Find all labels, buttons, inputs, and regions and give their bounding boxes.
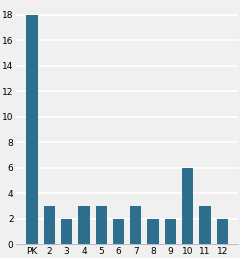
Bar [78,206,90,244]
Bar [182,168,193,244]
Bar [96,206,107,244]
Bar [199,206,210,244]
Bar [44,206,55,244]
Bar [113,219,124,244]
Bar [61,219,72,244]
Bar [147,219,159,244]
Bar [217,219,228,244]
Bar [26,15,38,244]
Bar [165,219,176,244]
Bar [130,206,141,244]
